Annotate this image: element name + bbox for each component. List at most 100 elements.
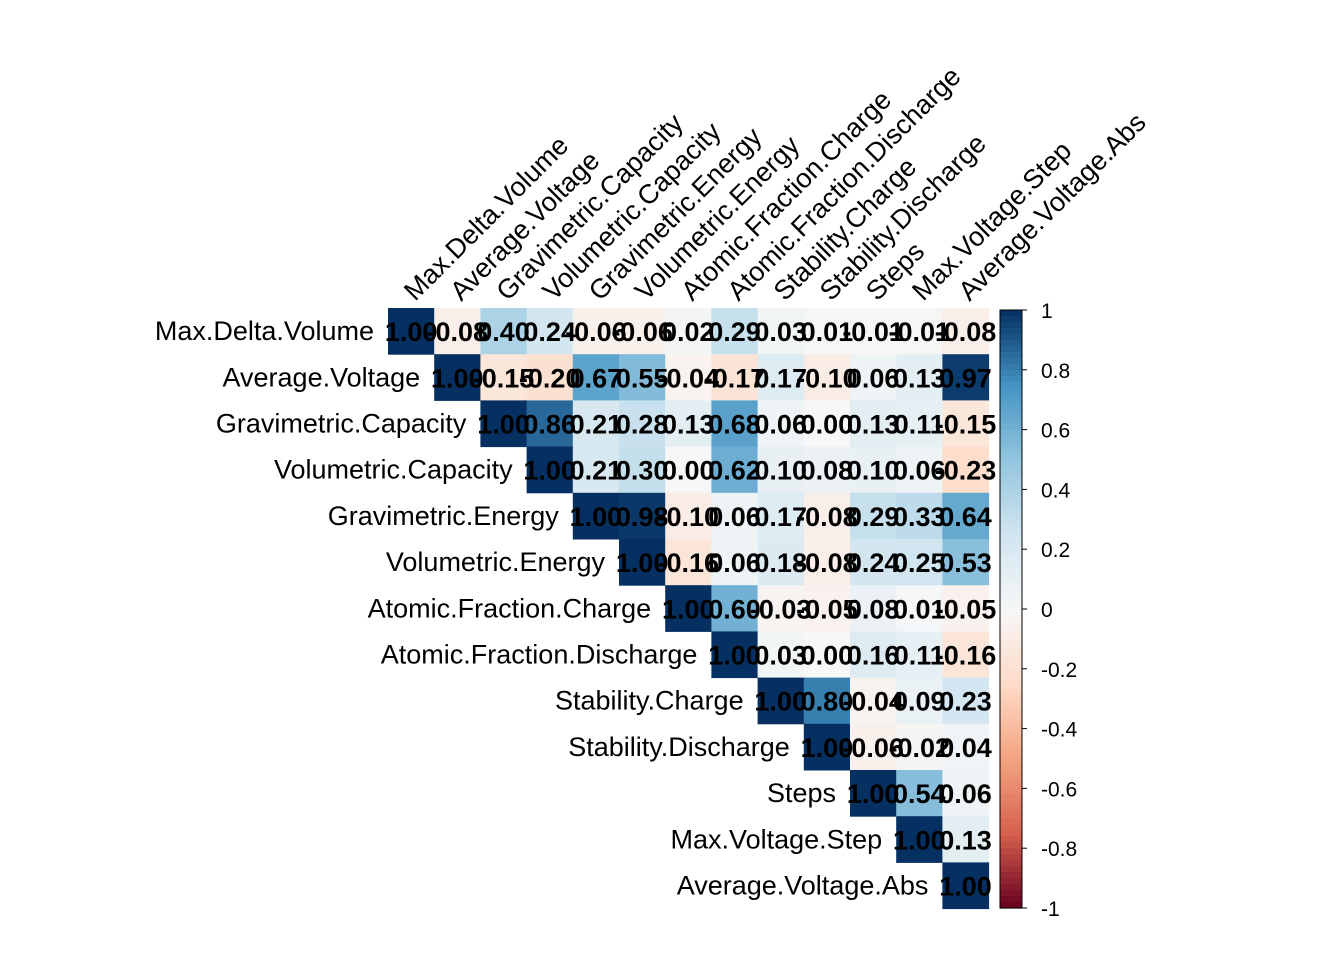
heatmap-cell-4-6 [665, 492, 712, 540]
heatmap-cell-0-2 [480, 308, 528, 355]
heatmap-cell-0-0 [388, 308, 435, 355]
heatmap-cells [388, 308, 990, 910]
heatmap-cell-0-10 [850, 308, 897, 355]
cell-value-1-1: 1.00 [431, 363, 484, 393]
heatmap-cell-10-12 [942, 770, 990, 817]
colorbar-segment [1000, 800, 1022, 807]
cell-value-2-2: 1.00 [477, 410, 530, 440]
cell-value-1-7: -0.17 [704, 363, 766, 393]
colorbar-segment [1000, 549, 1022, 556]
heatmap-cell-2-5 [619, 400, 666, 448]
cell-value-0-8: 0.03 [754, 317, 807, 347]
cell-value-3-9: 0.08 [801, 456, 854, 486]
colorbar-segment [1000, 854, 1022, 861]
colorbar-segment [1000, 830, 1022, 837]
heatmap-cell-5-5 [619, 539, 666, 586]
colorbar-segment [1000, 561, 1022, 568]
colorbar-segment [1000, 896, 1022, 903]
colorbar-segment [1000, 836, 1022, 843]
cell-value-8-11: 0.09 [893, 687, 946, 717]
colorbar-segment [1000, 716, 1022, 724]
heatmap-cell-1-11 [896, 354, 943, 401]
heatmap-cell-9-11 [896, 723, 943, 771]
heatmap-cell-1-2 [480, 354, 528, 401]
cell-value-6-7: 0.60 [708, 594, 761, 624]
heatmap-cell-1-12 [942, 354, 990, 401]
heatmap-cell-3-3 [526, 446, 574, 494]
heatmap-cell-5-9 [803, 539, 851, 586]
cell-value-1-9: -0.10 [796, 363, 858, 393]
colorbar-segment [1000, 740, 1022, 748]
cell-value-0-3: 0.24 [523, 317, 576, 347]
cell-value-7-8: 0.03 [754, 641, 807, 671]
cell-value-4-7: 0.06 [708, 502, 761, 532]
cell-value-2-3: 0.86 [523, 410, 576, 440]
colorbar-segment [1000, 459, 1022, 467]
cell-value-2-11: 0.11 [894, 410, 945, 440]
row-label-4: Gravimetric.Energy [328, 501, 560, 531]
heatmap-cell-0-3 [526, 308, 574, 355]
heatmap-cell-3-9 [803, 446, 851, 494]
cell-value-1-3: -0.20 [519, 363, 581, 393]
row-label-2: Gravimetric.Capacity [216, 409, 467, 439]
colorbar-segment [1000, 501, 1022, 508]
colorbar-segment [1000, 638, 1022, 646]
heatmap-cell-10-11 [896, 770, 943, 817]
colorbar-tick-label: -0.8 [1041, 838, 1077, 861]
heatmap-cell-7-7 [711, 631, 759, 679]
colorbar-segment [1000, 345, 1022, 353]
colorbar-segment [1000, 734, 1022, 742]
cell-value-3-4: 0.21 [570, 456, 623, 486]
column-label-12: Average.Voltage.Abs [953, 107, 1152, 306]
colorbar-tick-label: -0.2 [1041, 659, 1077, 682]
row-label-5: Volumetric.Energy [386, 547, 606, 577]
heatmap-cell-2-3 [526, 400, 574, 448]
colorbar-segment [1000, 483, 1022, 490]
colorbar-segment [1000, 710, 1022, 718]
heatmap-cell-7-10 [850, 631, 897, 679]
colorbar-segment [1000, 782, 1022, 789]
colorbar-tick-label: 0.8 [1041, 360, 1070, 383]
cell-value-7-9: 0.00 [801, 641, 854, 671]
colorbar-segment [1000, 698, 1022, 706]
colorbar-tick-label: 0.6 [1041, 420, 1070, 443]
cell-value-1-11: 0.13 [893, 363, 946, 393]
heatmap-cell-11-11 [896, 816, 943, 863]
colorbar-segment [1000, 591, 1022, 598]
cell-value-2-4: 0.21 [570, 410, 623, 440]
heatmap-cell-3-8 [757, 446, 805, 494]
colorbar-segment [1000, 770, 1022, 778]
cell-value-2-12: -0.15 [935, 410, 997, 440]
colorbar-segment [1000, 573, 1022, 580]
colorbar-segment [1000, 507, 1022, 514]
heatmap-cell-2-12 [942, 400, 990, 448]
colorbar-segment [1000, 357, 1022, 365]
heatmap-cell-6-12 [942, 585, 990, 632]
colorbar-segment [1000, 764, 1022, 772]
cell-value-1-8: 0.17 [754, 363, 807, 393]
heatmap-cell-2-4 [572, 400, 620, 448]
row-label-0: Max.Delta.Volume [155, 316, 374, 346]
cell-value-10-11: 0.54 [893, 779, 946, 809]
cell-value-0-10: -0.01 [842, 317, 904, 347]
row-label-1: Average.Voltage [223, 362, 421, 392]
row-label-10: Steps [767, 778, 836, 808]
heatmap-cell-1-5 [619, 354, 666, 401]
colorbar-segment [1000, 776, 1022, 784]
colorbar-segment [1000, 537, 1022, 544]
heatmap-cell-3-7 [711, 446, 759, 494]
colorbar-segment [1000, 435, 1022, 443]
colorbar-tick-label: -0.6 [1041, 778, 1077, 801]
colorbar-tick-label: 0.2 [1041, 539, 1070, 562]
heatmap-cell-2-10 [850, 400, 897, 448]
heatmap-cell-4-7 [711, 492, 759, 540]
colorbar-segment [1000, 728, 1022, 736]
heatmap-cell-3-12 [942, 446, 990, 494]
cell-value-3-3: 1.00 [523, 456, 576, 486]
colorbar-segment [1000, 680, 1022, 688]
heatmap-cell-0-7 [711, 308, 759, 355]
cell-value-10-12: 0.06 [939, 779, 992, 809]
heatmap-cell-6-8 [757, 585, 805, 632]
cell-value-1-10: 0.06 [847, 363, 900, 393]
cell-value-1-4: 0.67 [570, 363, 623, 393]
